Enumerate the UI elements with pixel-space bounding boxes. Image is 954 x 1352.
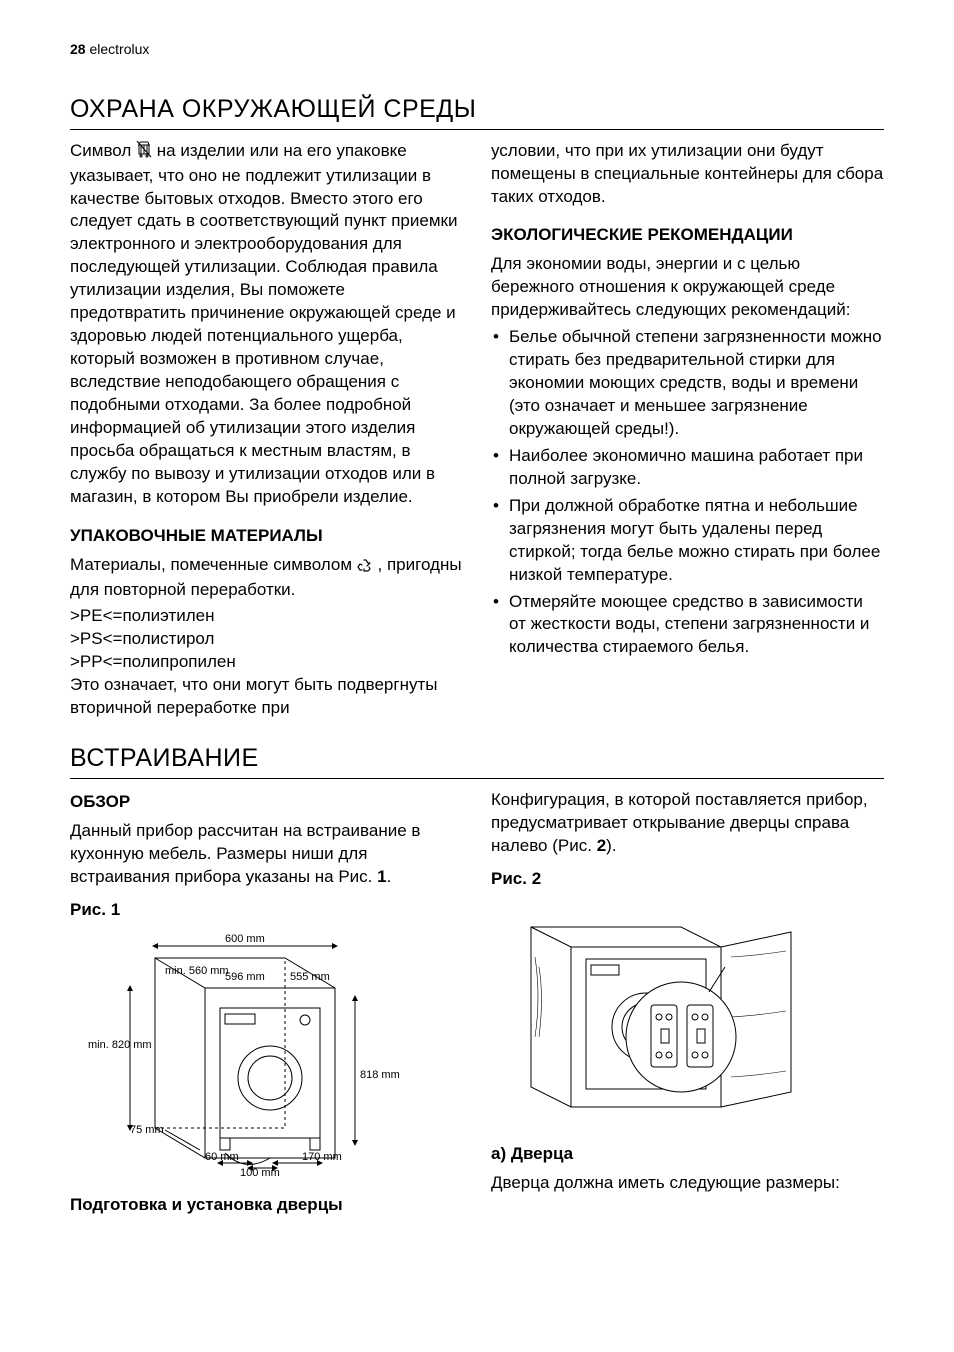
overview-paragraph: Данный прибор рассчитан на встраивание в… <box>70 820 463 889</box>
overview-pre: Данный прибор рассчитан на встраивание в… <box>70 821 420 886</box>
dim-100: 100 mm <box>240 1167 280 1178</box>
eco-item: Отмеряйте моющее средство в зависимости … <box>491 591 884 660</box>
dim-75: 75 mm <box>130 1124 164 1136</box>
intro-post: на изделии или на его упаковке указывает… <box>70 141 457 506</box>
eco-item: Белье обычной степени загрязненности мож… <box>491 326 884 441</box>
packaging-tail: Это означает, что они могут быть подверг… <box>70 674 463 720</box>
eco-item: Наиболее экономично машина работает при … <box>491 445 884 491</box>
fig1-label: Рис. 1 <box>70 899 463 922</box>
overview-heading: ОБЗОР <box>70 791 463 814</box>
config-pre: Конфигурация, в которой поставляется при… <box>491 790 868 855</box>
packaging-continuation: условии, что при их утилизации они будут… <box>491 140 884 209</box>
dim-596: 596 mm <box>225 971 265 983</box>
dim-min560: min. 560 mm <box>165 965 229 977</box>
overview-fig-num: 1 <box>377 867 386 886</box>
dim-555: 555 mm <box>290 971 330 983</box>
dim-60: 60 mm <box>205 1151 239 1163</box>
page-number: 28 <box>70 41 86 57</box>
door-prep-heading: Подготовка и установка дверцы <box>70 1194 463 1217</box>
figure-1: 600 mm min. 560 mm 596 mm 555 mm min. 82… <box>70 928 463 1178</box>
config-fig-num: 2 <box>597 836 606 855</box>
door-heading: а) Дверца <box>491 1143 884 1166</box>
section-title-builtin: ВСТРАИВАНИЕ <box>70 742 884 779</box>
section2-left-col: ОБЗОР Данный прибор рассчитан на встраив… <box>70 789 463 1223</box>
section1-left-col: Символ на изделии или на его упаковке ук… <box>70 140 463 725</box>
brand-text: electrolux <box>89 41 149 57</box>
section1-right-col: условии, что при их утилизации они будут… <box>491 140 884 725</box>
section1-columns: Символ на изделии или на его упаковке ук… <box>70 140 884 725</box>
config-paragraph: Конфигурация, в которой поставляется при… <box>491 789 884 858</box>
packaging-intro: Материалы, помеченные символом , пригодн… <box>70 554 463 602</box>
dim-min820: min. 820 mm <box>88 1039 152 1051</box>
dim-818: 818 mm <box>360 1069 400 1081</box>
eco-intro: Для экономии воды, энергии и с целью бер… <box>491 253 884 322</box>
dim-170: 170 mm <box>302 1151 342 1163</box>
section-title-environment: ОХРАНА ОКРУЖАЮЩЕЙ СРЕДЫ <box>70 93 884 130</box>
door-text: Дверца должна иметь следующие размеры: <box>491 1172 884 1195</box>
config-post: ). <box>606 836 616 855</box>
plastic-code-pp: >PP<=полипропилен <box>70 651 463 674</box>
page-header: 28 electrolux <box>70 40 884 59</box>
dim-600: 600 mm <box>225 933 265 945</box>
eco-item: При должной обработке пятна и небольшие … <box>491 495 884 587</box>
fig2-label: Рис. 2 <box>491 868 884 891</box>
figure-2 <box>491 897 884 1127</box>
intro-paragraph: Символ на изделии или на его упаковке ук… <box>70 140 463 509</box>
packaging-pre: Материалы, помеченные символом <box>70 555 357 574</box>
eco-list: Белье обычной степени загрязненности мож… <box>491 326 884 659</box>
intro-pre: Символ <box>70 141 136 160</box>
overview-post: . <box>387 867 392 886</box>
plastic-code-ps: >PS<=полистирол <box>70 628 463 651</box>
packaging-heading: УПАКОВОЧНЫЕ МАТЕРИАЛЫ <box>70 525 463 548</box>
plastic-code-pe: >PE<=полиэтилен <box>70 605 463 628</box>
recycle-icon <box>357 556 373 579</box>
weee-bin-icon <box>136 140 152 165</box>
section2-right-col: Конфигурация, в которой поставляется при… <box>491 789 884 1223</box>
eco-heading: ЭКОЛОГИЧЕСКИЕ РЕКОМЕНДАЦИИ <box>491 224 884 247</box>
section2-columns: ОБЗОР Данный прибор рассчитан на встраив… <box>70 789 884 1223</box>
